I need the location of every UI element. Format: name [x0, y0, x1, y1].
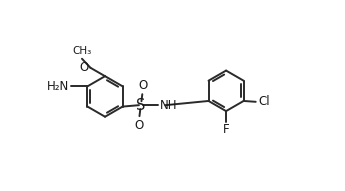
Text: F: F: [223, 123, 229, 136]
Text: O: O: [138, 79, 147, 92]
Text: Cl: Cl: [258, 95, 269, 108]
Text: H₂N: H₂N: [47, 80, 69, 93]
Text: O: O: [135, 119, 144, 132]
Text: O: O: [79, 61, 88, 74]
Text: NH: NH: [159, 99, 177, 112]
Text: S: S: [136, 98, 146, 113]
Text: CH₃: CH₃: [72, 46, 91, 57]
